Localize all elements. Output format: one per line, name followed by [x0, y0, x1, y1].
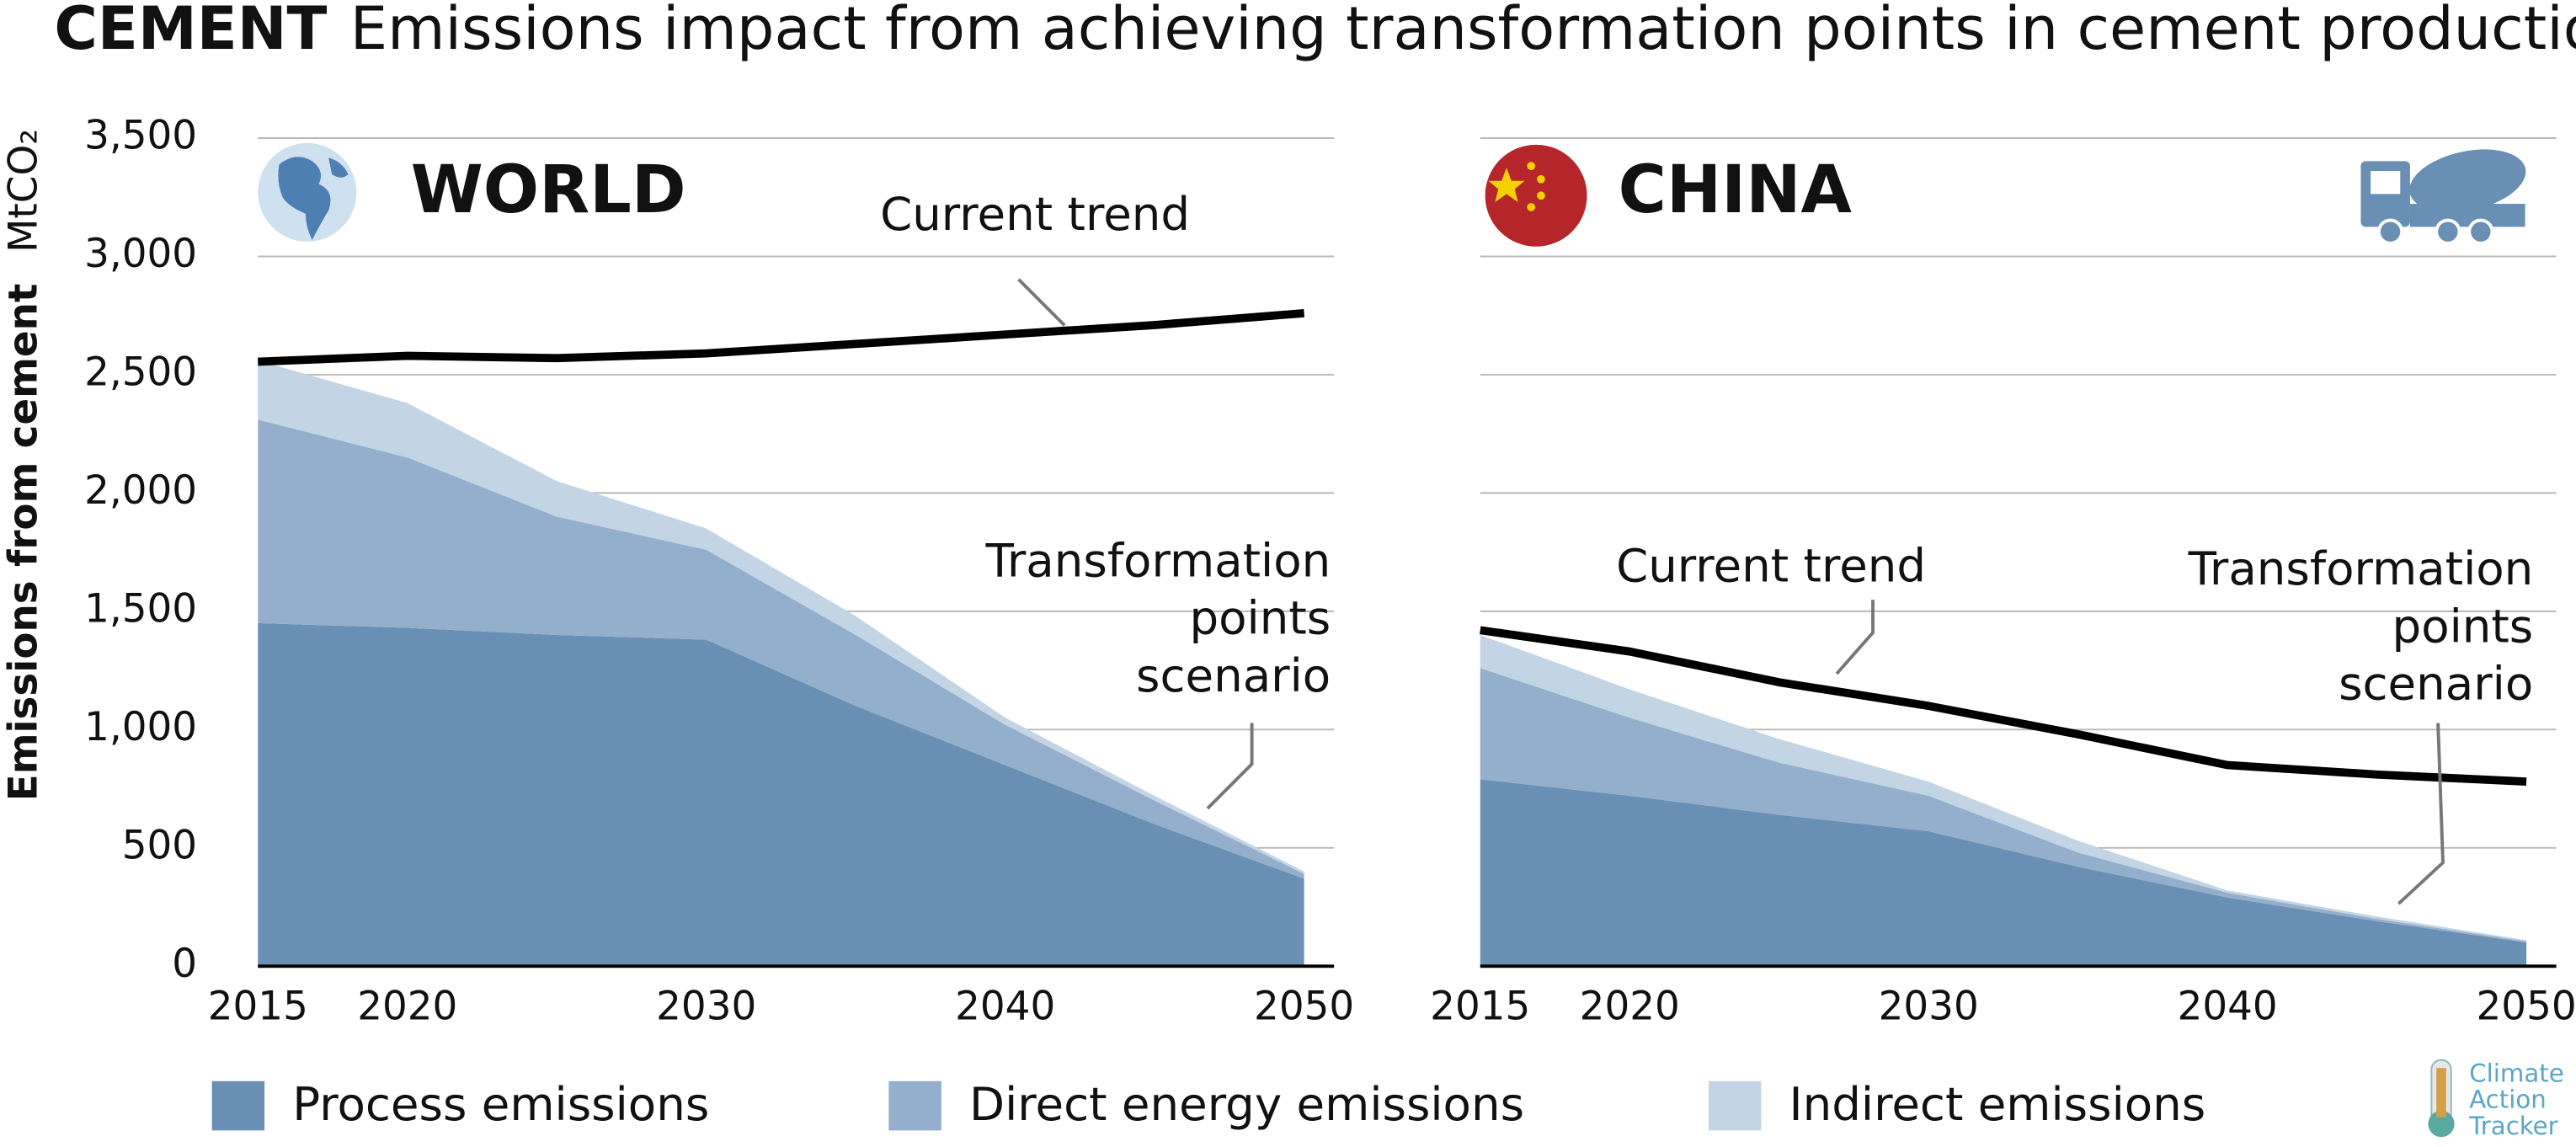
annotation-leader [1835, 600, 1875, 675]
legend-swatch [888, 1080, 941, 1131]
y-tick-label: 1,000 [84, 705, 197, 750]
legend-swatch [1708, 1080, 1762, 1131]
x-tick-label: 2030 [1879, 984, 1979, 1029]
y-axis-label: Emissions from cement [2, 284, 47, 802]
truck-icon [2360, 149, 2526, 245]
y-axis-unit: MtCO₂ [2, 129, 47, 253]
y-tick-label: 0 [172, 942, 197, 987]
logo: Climate Action Tracker [2428, 1059, 2564, 1140]
y-tick-label: 2,500 [84, 349, 197, 395]
legend-label: Process emissions [292, 1077, 709, 1131]
trend-line [258, 309, 1305, 366]
y-tick-label: 1,500 [84, 586, 197, 632]
x-tick-label: 2015 [208, 984, 308, 1029]
y-tick-label: 500 [122, 823, 197, 868]
x-tick-label: 2015 [1430, 984, 1530, 1029]
y-tick-label: 3,000 [84, 232, 197, 277]
x-tick-label: 2030 [656, 984, 756, 1029]
x-tick-label: 2020 [1580, 984, 1680, 1029]
area [258, 419, 1304, 879]
annotation-leader [1017, 278, 1066, 327]
logo-text: Climate [2469, 1059, 2564, 1088]
globe-icon [258, 142, 357, 242]
annotation-leader [1206, 723, 1254, 810]
logo-text: Tracker [2468, 1112, 2558, 1140]
x-tick-label: 2040 [955, 984, 1055, 1029]
title-line: CEMENT Emissions impact from achieving tr… [54, 0, 2576, 63]
area [258, 622, 1304, 967]
title: CEMENT [54, 0, 327, 63]
x-tick-label: 2040 [2178, 984, 2278, 1029]
annotation: scenario [1136, 648, 1331, 702]
y-tick-label: 3,500 [84, 114, 197, 159]
annotation: Current trend [880, 187, 1190, 241]
y-tick-label: 2,000 [84, 468, 197, 514]
annotation-leader [2397, 723, 2445, 905]
annotation: points [2392, 599, 2534, 653]
subtitle: Emissions impact from achieving transfor… [350, 0, 2576, 63]
china-flag-icon [1485, 144, 1587, 247]
panel-title: CHINA [1619, 152, 1852, 228]
trend-line [1480, 626, 2527, 787]
logo-text: Action [2469, 1086, 2547, 1114]
x-tick-label: 2050 [2477, 984, 2576, 1029]
legend-swatch [211, 1080, 265, 1131]
area [258, 360, 1304, 874]
annotation: Transformation [985, 533, 1331, 587]
annotation: points [1189, 591, 1331, 645]
annotation: Current trend [1616, 538, 1926, 592]
panel-title: WORLD [411, 152, 686, 228]
x-tick-label: 2050 [1254, 984, 1354, 1029]
legend-label: Indirect emissions [1789, 1077, 2206, 1131]
annotation: scenario [2339, 657, 2533, 711]
legend-label: Direct energy emissions [969, 1077, 1524, 1131]
area [1480, 779, 2527, 967]
annotation: Transformation [2188, 541, 2534, 595]
x-tick-label: 2020 [357, 984, 457, 1029]
